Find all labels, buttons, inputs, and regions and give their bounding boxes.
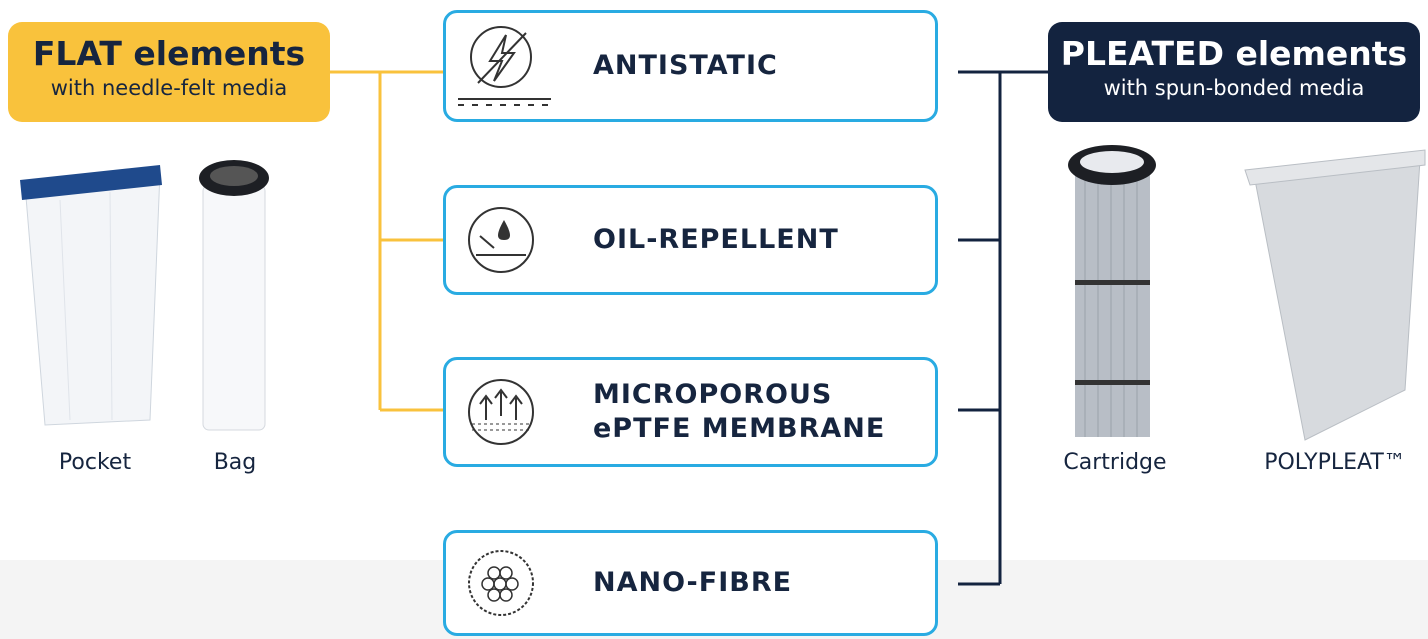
pocket-image	[20, 165, 162, 425]
product-label: Pocket	[15, 450, 175, 475]
page: Filter media {"flat": {"title": "FLAT el…	[0, 0, 1428, 639]
flat-connector	[330, 72, 443, 410]
treatment-box: ANTISTATIC	[443, 10, 938, 122]
treatment-label: NANO-FIBRE	[593, 566, 792, 600]
product-label: Bag	[155, 450, 315, 475]
product-label: Cartridge	[1035, 450, 1195, 475]
membrane-icon	[456, 372, 546, 452]
treatment-line: MICROPOROUS	[593, 379, 832, 410]
pleated-header: PLEATED elements with spun-bonded media	[1048, 22, 1420, 122]
antistatic-icon	[456, 21, 556, 111]
cartridge-image	[1068, 145, 1156, 437]
product-label: POLYPLEAT™	[1240, 450, 1428, 475]
polypleat-image	[1245, 150, 1425, 440]
page-body: FLAT elements with needle-felt media PLE…	[0, 0, 1428, 639]
pleated-connector	[958, 72, 1048, 584]
treatment-label: ANTISTATIC	[593, 49, 778, 83]
flat-subtitle: with needle-felt media	[8, 74, 330, 102]
pleated-subtitle: with spun-bonded media	[1048, 74, 1420, 102]
treatment-label: OIL-REPELLENT	[593, 223, 839, 257]
treatment-box: NANO-FIBRE	[443, 530, 938, 636]
bag-image	[199, 160, 269, 430]
treatment-box: OIL-REPELLENT	[443, 185, 938, 295]
oil-icon	[456, 200, 546, 280]
pleated-title: PLEATED elements	[1048, 34, 1420, 74]
flat-header: FLAT elements with needle-felt media	[8, 22, 330, 122]
treatment-line: ePTFE MEMBRANE	[593, 413, 885, 444]
flat-title: FLAT elements	[8, 34, 330, 74]
nano-icon	[456, 543, 546, 623]
